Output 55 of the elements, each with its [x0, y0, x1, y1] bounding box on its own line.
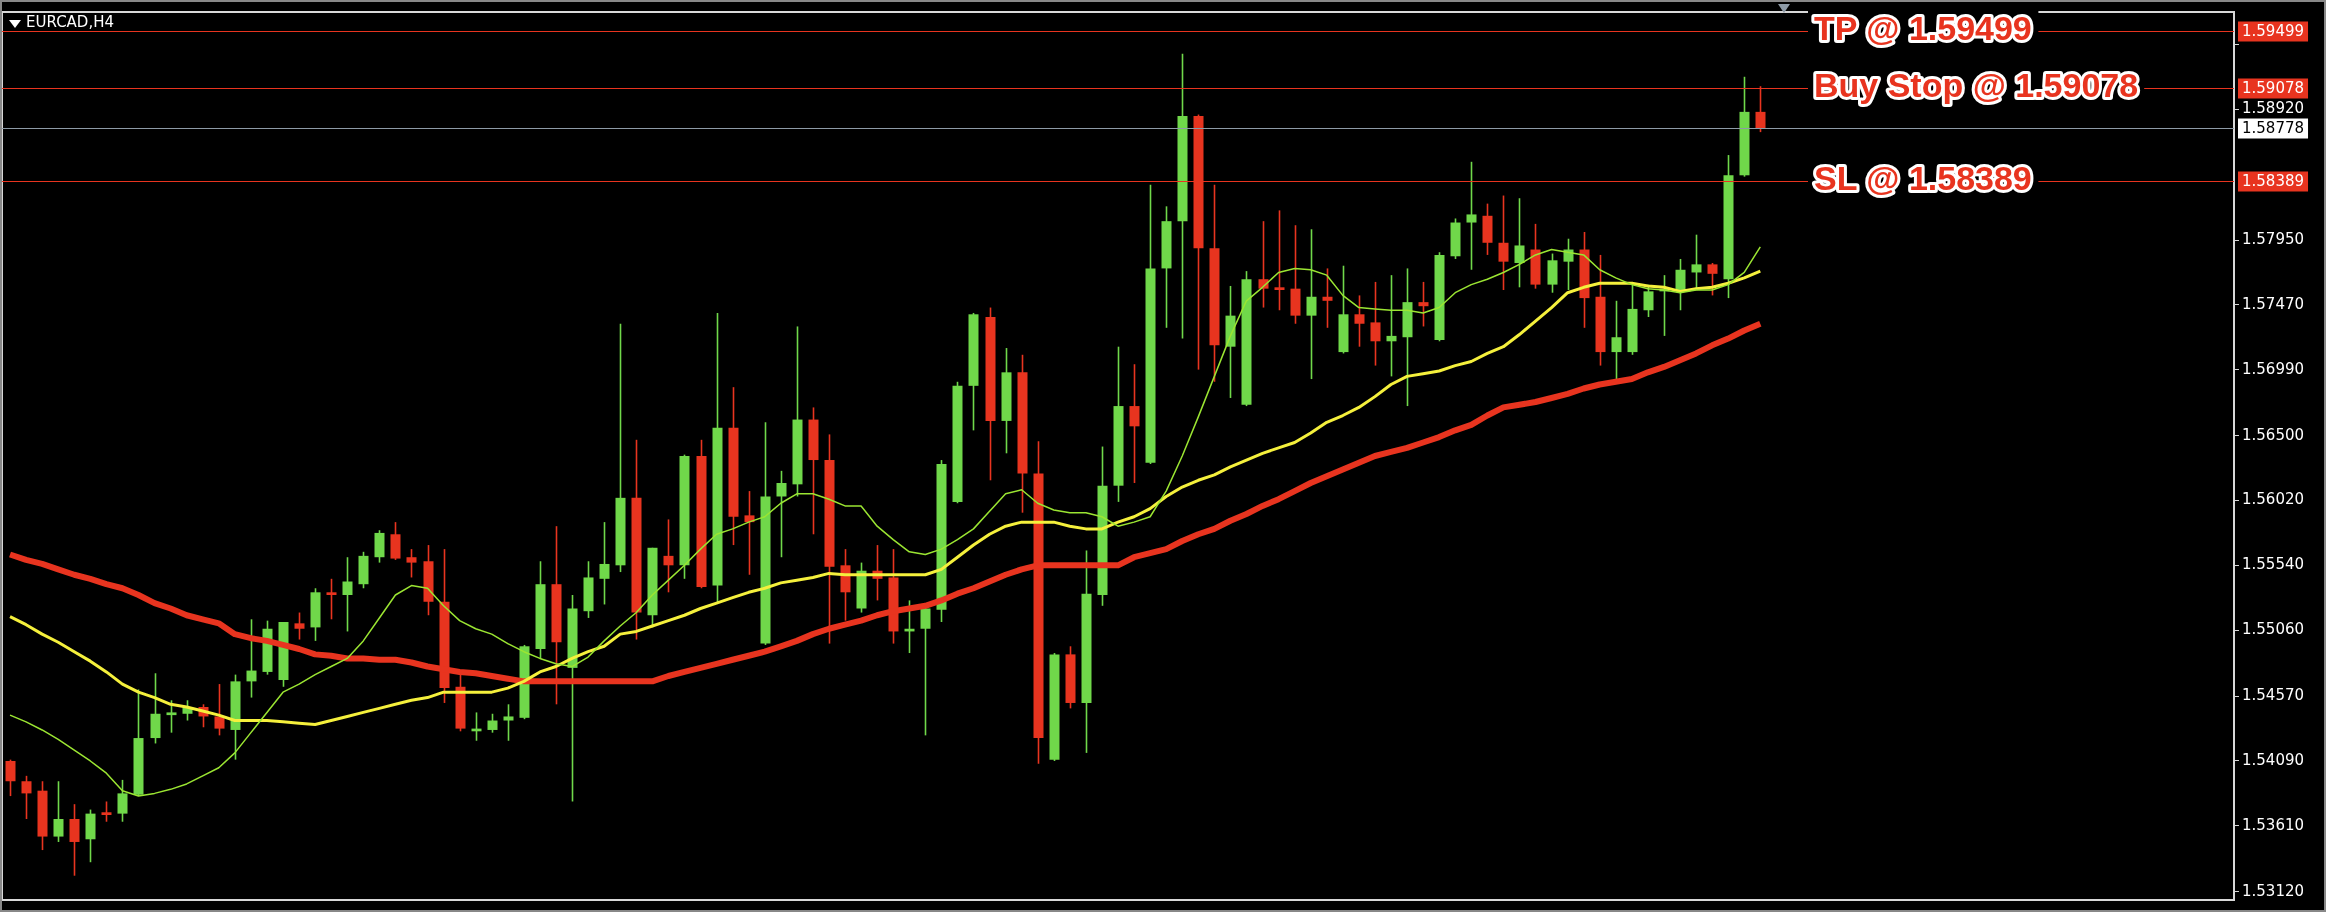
- candlestick: [1466, 161, 1477, 271]
- candlestick: [1306, 228, 1317, 380]
- candlestick: [21, 775, 32, 820]
- candlestick: [1386, 274, 1397, 378]
- candlestick: [1322, 267, 1333, 329]
- y-tick-label: 1.56990: [2242, 359, 2305, 378]
- y-tick-label: 1.55060: [2242, 619, 2305, 638]
- annotation: Buy Stop @ 1.59078: [1814, 66, 2139, 105]
- candlestick: [487, 712, 498, 734]
- y-tick-label: 1.56500: [2242, 425, 2305, 444]
- y-tick-label: 1.58920: [2242, 99, 2305, 118]
- candlestick: [1418, 281, 1429, 328]
- candlestick: [1691, 233, 1702, 290]
- annotation: TP @ 1.59499: [1814, 9, 2032, 48]
- candlestick: [1611, 300, 1622, 380]
- ref-line-label: 1.59499: [2242, 22, 2305, 41]
- candlestick: [246, 618, 257, 699]
- candlestick: [214, 683, 225, 737]
- chart-title: EURCAD,H4: [26, 13, 115, 31]
- y-tick-label: 1.56020: [2242, 490, 2305, 509]
- candlestick: [117, 779, 128, 823]
- candlestick: [744, 490, 755, 576]
- candlestick: [1498, 194, 1509, 291]
- candlestick: [166, 699, 177, 734]
- candlestick: [599, 521, 610, 606]
- y-tick-label: 1.57950: [2242, 229, 2305, 248]
- candlestick: [920, 605, 931, 737]
- candlestick: [294, 611, 305, 641]
- candlestick: [1514, 197, 1525, 289]
- candlestick: [1370, 281, 1381, 367]
- candlestick: [406, 548, 417, 579]
- y-tick-label: 1.53120: [2242, 881, 2305, 900]
- y-tick-label: 1.54570: [2242, 686, 2305, 705]
- candlestick: [1675, 258, 1686, 312]
- y-tick-label: 1.54090: [2242, 750, 2305, 769]
- candlestick: [1129, 363, 1140, 484]
- candlestick: [101, 800, 112, 823]
- y-tick-label: 1.53610: [2242, 815, 2305, 834]
- ref-line-label: 1.58389: [2242, 172, 2305, 191]
- candlestick: [776, 470, 787, 559]
- candlestick: [663, 518, 674, 594]
- ref-line-label: 1.58778: [2242, 119, 2305, 138]
- y-tick-label: 1.57470: [2242, 294, 2305, 313]
- candlestick: [69, 803, 80, 877]
- y-tick-label: 1.55540: [2242, 555, 2305, 574]
- candlestick: [1707, 262, 1718, 297]
- candlestick: [503, 703, 514, 742]
- candlestick: [1354, 294, 1365, 348]
- candlestick: [53, 780, 64, 843]
- annotation: SL @ 1.58389: [1814, 159, 2032, 198]
- ref-line-label: 1.59078: [2242, 79, 2305, 98]
- candlestick: [342, 556, 353, 633]
- candlestick: [5, 758, 16, 797]
- candlestick: [1274, 209, 1285, 312]
- candlestick: [326, 578, 337, 621]
